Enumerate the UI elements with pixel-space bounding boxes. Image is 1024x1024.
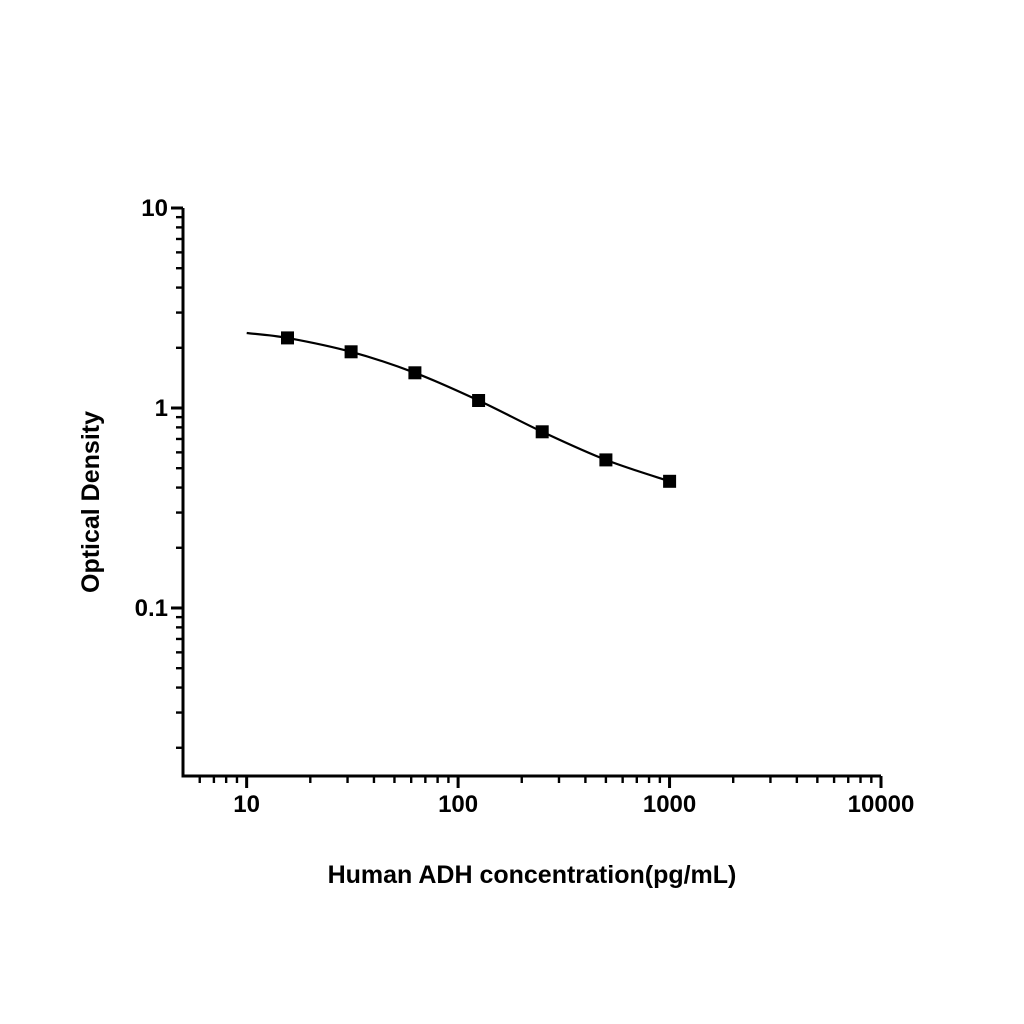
y-axis-title: Optical Density [77, 411, 105, 593]
x-axis-title: Human ADH concentration(pg/mL) [327, 861, 737, 889]
data-point-marker [408, 366, 422, 380]
data-point-marker [535, 425, 549, 439]
x-tick-label: 10000 [848, 791, 915, 818]
data-point-marker [663, 474, 677, 488]
y-tick-label: 0.1 [135, 595, 168, 622]
data-point-marker [344, 345, 358, 359]
x-tick-label: 10 [233, 791, 260, 818]
x-tick-label: 1000 [643, 791, 696, 818]
data-point-marker [281, 331, 294, 345]
data-point-marker [599, 453, 613, 467]
x-tick-label: 100 [438, 791, 478, 818]
y-tick-label: 10 [141, 195, 168, 222]
y-tick-label: 1 [155, 395, 168, 422]
data-point-marker [472, 394, 486, 407]
